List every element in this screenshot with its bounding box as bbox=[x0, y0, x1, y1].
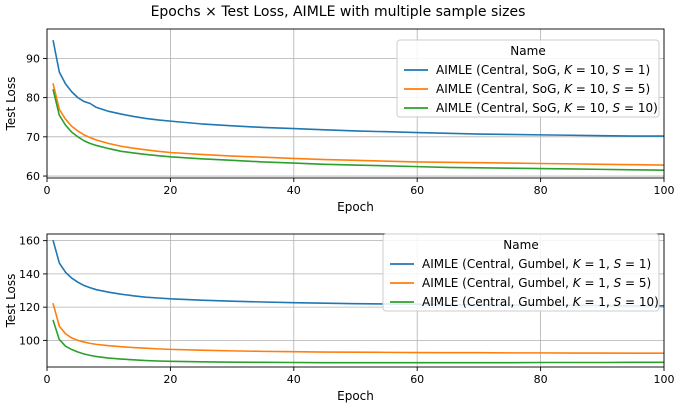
legend-title: Name bbox=[510, 44, 545, 58]
x-tick-label: 80 bbox=[534, 184, 548, 197]
x-tick-label: 100 bbox=[654, 184, 675, 197]
y-tick-label: 120 bbox=[19, 301, 40, 314]
y-tick-label: 100 bbox=[19, 334, 40, 347]
y-tick-label: 60 bbox=[26, 170, 40, 183]
x-axis-label: Epoch bbox=[337, 200, 374, 214]
legend-entry-2: AIMLE (Central, SoG, K = 10, S = 5) bbox=[436, 82, 650, 96]
legend-entry-3: AIMLE (Central, SoG, K = 10, S = 10) bbox=[436, 101, 658, 115]
x-tick-label: 60 bbox=[410, 373, 424, 386]
axes-frame bbox=[46, 233, 665, 368]
x-tick-label: 0 bbox=[44, 184, 51, 197]
chart-panel-1: 0 20 40 60 80 100 60 70 80 90 Epoch Test Loss Name AI… bbox=[4, 28, 675, 214]
x-tick-label: 40 bbox=[287, 373, 301, 386]
x-tick-label: 20 bbox=[163, 184, 177, 197]
legend-entry-3: AIMLE (Central, Gumbel, K = 1, S = 10) bbox=[422, 295, 659, 309]
y-tick-label: 160 bbox=[19, 235, 40, 248]
x-tick-label: 60 bbox=[410, 184, 424, 197]
x-axis-label: Epoch bbox=[337, 389, 374, 403]
y-tick-label: 140 bbox=[19, 268, 40, 281]
y-axis-label: Test Loss bbox=[4, 274, 18, 329]
x-tick-label: 0 bbox=[44, 373, 51, 386]
series-line-2 bbox=[52, 83, 664, 166]
series-line-3 bbox=[52, 88, 664, 171]
y-tick-label: 70 bbox=[26, 131, 40, 144]
legend: Name AIMLE (Central, SoG, K = 10, S = 1) A… bbox=[396, 39, 660, 118]
series-line-3 bbox=[52, 319, 664, 364]
series-group bbox=[52, 39, 664, 171]
series-line-2 bbox=[52, 303, 664, 354]
y-axis: 100 120 140 160 bbox=[19, 235, 47, 347]
axes-frame bbox=[46, 28, 665, 179]
x-tick-label: 20 bbox=[163, 373, 177, 386]
legend-entry-1: AIMLE (Central, SoG, K = 10, S = 1) bbox=[436, 63, 650, 77]
legend: Name AIMLE (Central, Gumbel, K = 1, S = 1… bbox=[382, 233, 660, 312]
x-tick-label: 40 bbox=[287, 184, 301, 197]
x-axis: 0 20 40 60 80 100 bbox=[44, 367, 675, 386]
series-line-1 bbox=[52, 39, 664, 137]
legend-entry-2: AIMLE (Central, Gumbel, K = 1, S = 5) bbox=[422, 276, 651, 290]
legend-title: Name bbox=[503, 238, 538, 252]
legend-entry-1: AIMLE (Central, Gumbel, K = 1, S = 1) bbox=[422, 257, 651, 271]
y-axis-label: Test Loss bbox=[4, 77, 18, 132]
y-tick-label: 80 bbox=[26, 92, 40, 105]
figure-title: Epochs × Test Loss, AIMLE with multiple … bbox=[151, 4, 526, 20]
legend-box bbox=[396, 39, 660, 118]
x-tick-label: 80 bbox=[534, 373, 548, 386]
chart-panel-2: 0 20 40 60 80 100 100 120 140 160 Epoch Test Loss Na… bbox=[4, 233, 675, 403]
x-axis: 0 20 40 60 80 100 bbox=[44, 178, 675, 197]
y-axis: 60 70 80 90 bbox=[26, 52, 47, 183]
y-tick-label: 90 bbox=[26, 52, 40, 65]
legend-box bbox=[382, 233, 660, 312]
x-tick-label: 100 bbox=[654, 373, 675, 386]
